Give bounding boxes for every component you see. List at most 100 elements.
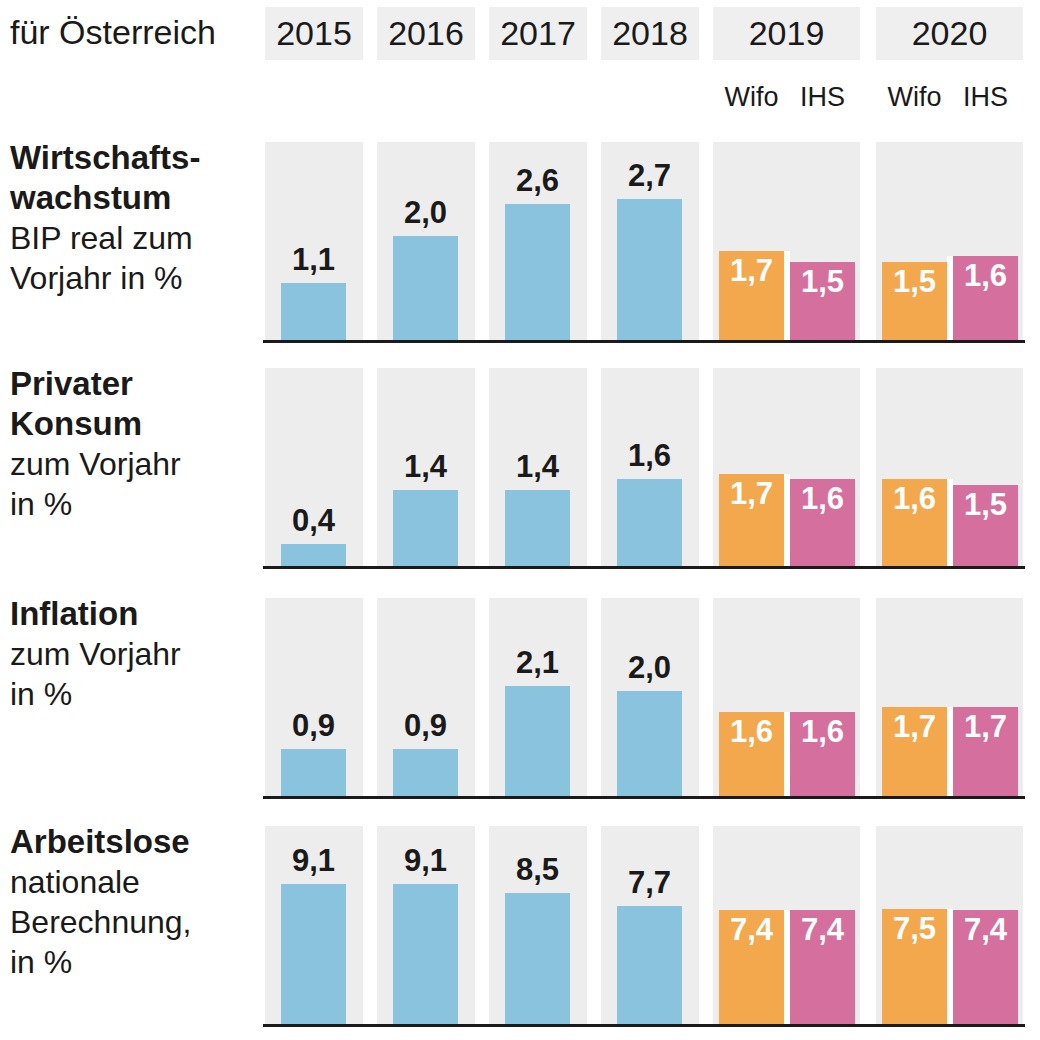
year-label-2015: 2015 [265,7,363,60]
chart-column-2016: 1,4 [377,368,475,566]
actual-bar [281,283,346,340]
forecast-chart: für Österreich 20152016201720182019WifoI… [0,0,1040,1040]
wifo-bar-value-label: 1,7 [719,476,784,512]
wifo-bar-value-label: 1,5 [882,264,947,300]
ihs-bar-value-label: 1,6 [790,481,855,517]
actual-bar [393,490,458,566]
actual-bar [617,691,682,796]
ihs-bar-value-label: 1,6 [790,714,855,750]
row-label: PrivaterKonsumzum Vorjahrin % [10,364,260,524]
ihs-bar: 1,5 [953,485,1018,566]
wifo-bar-value-label: 7,5 [882,911,947,947]
chart-column-2019: 1,61,6 [713,598,860,796]
institute-label-ihs-2020: IHS [953,82,1018,112]
ihs-bar: 1,6 [953,256,1018,340]
row-subtitle-line: nationale [10,862,260,902]
bar-value-label: 0,9 [383,708,468,744]
chart-column-2019: 1,71,6 [713,368,860,566]
ihs-bar-value-label: 7,4 [790,912,855,948]
chart-column-2018: 2,0 [601,598,699,796]
row-label: Inflationzum Vorjahrin % [10,594,260,714]
year-label-2019: 2019 [713,7,860,60]
row-title-line: Arbeitslose [10,822,260,862]
bar-value-label: 7,7 [607,865,692,901]
ihs-bar-value-label: 7,4 [953,912,1018,948]
wifo-bar-value-label: 1,7 [882,709,947,745]
chart-column-2019: 1,71,5 [713,142,860,340]
wifo-bar-value-label: 1,6 [882,481,947,517]
wifo-bar: 1,7 [719,474,784,566]
ihs-bar: 1,7 [953,707,1018,796]
chart-column-2017: 2,6 [489,142,587,340]
year-label-2016: 2016 [377,7,475,60]
actual-bar [393,884,458,1024]
chart-column-2020: 7,57,4 [876,826,1023,1024]
bar-value-label: 2,7 [607,158,692,194]
actual-bar [505,893,570,1024]
row-title-line: Konsum [10,404,260,444]
chart-column-2015: 0,4 [265,368,363,566]
chart-column-2017: 2,1 [489,598,587,796]
ihs-bar: 1,6 [790,712,855,796]
wifo-bar-value-label: 1,7 [719,253,784,289]
bar-value-label: 2,0 [383,195,468,231]
actual-bar [393,749,458,796]
bar-value-label: 2,6 [495,163,580,199]
wifo-bar: 1,7 [882,707,947,796]
year-label-2020: 2020 [876,7,1023,60]
row-title-line: Inflation [10,594,260,634]
bar-value-label: 2,1 [495,645,580,681]
wifo-bar-value-label: 7,4 [719,912,784,948]
chart-column-2015: 0,9 [265,598,363,796]
actual-bar [505,686,570,796]
row-subtitle-line: BIP real zum [10,218,260,258]
bar-value-label: 0,9 [271,708,356,744]
chart-column-2016: 2,0 [377,142,475,340]
row-baseline [263,1024,1025,1027]
bar-value-label: 1,6 [607,438,692,474]
actual-bar [505,490,570,566]
row-baseline [263,566,1025,569]
bar-value-label: 2,0 [607,650,692,686]
chart-column-2020: 1,61,5 [876,368,1023,566]
row-baseline [263,796,1025,799]
actual-bar [281,884,346,1024]
bar-value-label: 8,5 [495,852,580,888]
ihs-bar: 7,4 [953,910,1018,1024]
bar-value-label: 9,1 [383,843,468,879]
chart-column-2019: 7,47,4 [713,826,860,1024]
actual-bar [281,544,346,566]
row-label: ArbeitslosenationaleBerechnung,in % [10,822,260,982]
row-subtitle-line: zum Vorjahr [10,444,260,484]
institute-label-ihs-2019: IHS [790,82,855,112]
wifo-bar: 7,5 [882,909,947,1024]
chart-column-2015: 9,1 [265,826,363,1024]
row-title-line: Wirtschafts- [10,138,260,178]
chart-column-2016: 0,9 [377,598,475,796]
institute-label-wifo-2019: Wifo [719,82,784,112]
wifo-bar: 1,6 [719,712,784,796]
row-title-line: Privater [10,364,260,404]
ihs-bar: 7,4 [790,910,855,1024]
row-subtitle-line: zum Vorjahr [10,634,260,674]
actual-bar [617,906,682,1024]
wifo-bar: 1,5 [882,262,947,340]
actual-bar [281,749,346,796]
ihs-bar-value-label: 1,5 [953,487,1018,523]
ihs-bar: 1,5 [790,262,855,340]
row-title-line: wachstum [10,178,260,218]
bar-value-label: 1,4 [495,449,580,485]
actual-bar [617,479,682,566]
institute-label-wifo-2020: Wifo [882,82,947,112]
row-subtitle-line: in % [10,942,260,982]
wifo-bar: 7,4 [719,910,784,1024]
ihs-bar-value-label: 1,5 [790,264,855,300]
bar-value-label: 9,1 [271,843,356,879]
chart-column-2016: 9,1 [377,826,475,1024]
actual-bar [617,199,682,340]
chart-column-2015: 1,1 [265,142,363,340]
row-baseline [263,340,1025,343]
wifo-bar: 1,6 [882,479,947,566]
chart-column-2018: 2,7 [601,142,699,340]
year-label-2018: 2018 [601,7,699,60]
